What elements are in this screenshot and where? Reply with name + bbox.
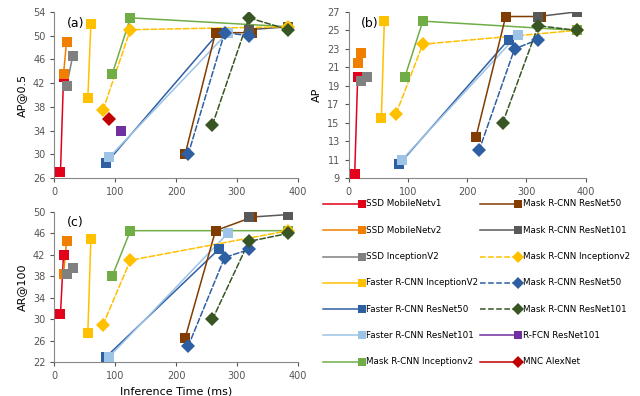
Text: Faster R-CNN InceptionV2: Faster R-CNN InceptionV2 <box>366 278 479 287</box>
Text: Mask R-CNN Inceptionv2: Mask R-CNN Inceptionv2 <box>366 357 474 366</box>
Text: Mask R-CNN Inceptionv2: Mask R-CNN Inceptionv2 <box>524 252 630 261</box>
Text: SSD InceptionV2: SSD InceptionV2 <box>366 252 439 261</box>
Text: (b): (b) <box>361 17 378 30</box>
Text: Faster R-CNN ResNet101: Faster R-CNN ResNet101 <box>366 331 474 340</box>
Text: SSD MobileNetv2: SSD MobileNetv2 <box>366 226 442 235</box>
Text: R-FCN ResNet101: R-FCN ResNet101 <box>524 331 600 340</box>
Y-axis label: AR@100: AR@100 <box>17 263 28 311</box>
Text: MNC AlexNet: MNC AlexNet <box>524 357 580 366</box>
Text: Faster R-CNN ResNet50: Faster R-CNN ResNet50 <box>366 305 468 314</box>
Text: SSD MobileNetv1: SSD MobileNetv1 <box>366 200 442 208</box>
Text: Mask R-CNN ResNet101: Mask R-CNN ResNet101 <box>524 226 627 235</box>
X-axis label: Inference Time (ms): Inference Time (ms) <box>120 387 232 396</box>
Y-axis label: AP@0.5: AP@0.5 <box>17 74 28 116</box>
Text: Mask R-CNN ResNet101: Mask R-CNN ResNet101 <box>524 305 627 314</box>
Text: Mask R-CNN ResNet50: Mask R-CNN ResNet50 <box>524 200 621 208</box>
Y-axis label: AP: AP <box>312 88 322 102</box>
Text: Mask R-CNN ResNet50: Mask R-CNN ResNet50 <box>524 278 621 287</box>
Text: (c): (c) <box>67 216 83 229</box>
Text: (a): (a) <box>67 17 84 30</box>
